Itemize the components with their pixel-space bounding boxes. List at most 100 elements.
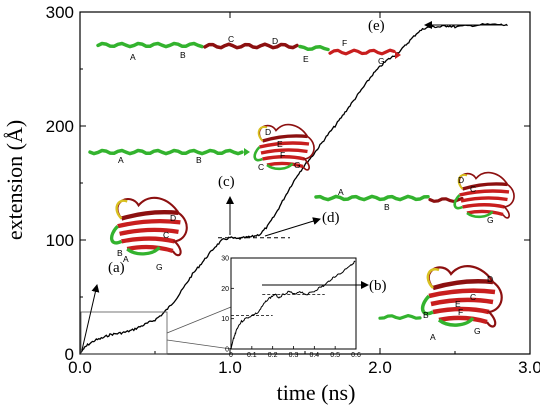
top-chain-red-2 bbox=[328, 48, 396, 56]
top-label-g: G bbox=[378, 56, 385, 66]
right-chain-green bbox=[314, 194, 430, 202]
folded-a-glob-loop bbox=[116, 196, 188, 257]
top-label-a: A bbox=[130, 52, 136, 62]
arrow-d bbox=[264, 217, 321, 237]
mid-glob-strand-1 bbox=[259, 141, 310, 149]
right-label-a: A bbox=[338, 187, 344, 197]
mid-label-c: C bbox=[258, 162, 264, 172]
top-label-c: C bbox=[228, 34, 234, 44]
folded-b-glob-strand-0 bbox=[432, 279, 494, 291]
mid-glob bbox=[253, 123, 315, 171]
folded-a-label-c: C bbox=[163, 230, 169, 240]
top-chain-green-2 bbox=[298, 44, 330, 52]
folded-a-label-b: B bbox=[117, 248, 123, 258]
inset-frame bbox=[230, 257, 357, 350]
right-glob-yellow-loop bbox=[457, 173, 468, 190]
right-glob-green bbox=[453, 194, 494, 219]
top-label-e: E bbox=[303, 54, 309, 64]
folded-a-glob-strand-0 bbox=[120, 210, 179, 221]
mid-glob-strand-0 bbox=[262, 134, 308, 143]
mid-label-b: B bbox=[196, 155, 202, 165]
right-glob-strand-0 bbox=[462, 182, 508, 191]
inset: 0 0.1 0.2 0.3 0.4 0.5 0.6 0 10 20 30 bbox=[221, 256, 361, 360]
zoom-connector-1 bbox=[166, 306, 232, 334]
folded-b-label-a: A bbox=[430, 332, 436, 342]
folded-b-label-b: B bbox=[423, 310, 429, 320]
inset-y-tick-label-2: 20 bbox=[221, 286, 229, 293]
mid-chain-green bbox=[88, 148, 244, 156]
folded-a-glob-strand-1 bbox=[117, 219, 181, 229]
mid-label-g: G bbox=[294, 160, 301, 170]
folded-b-glob-yellow-loop bbox=[426, 267, 440, 289]
x-tick-label-1: 1.0 bbox=[218, 358, 242, 377]
inset-x-tick-label-4: 0.4 bbox=[309, 352, 319, 359]
x-tick-label-0: 0.0 bbox=[68, 358, 92, 377]
folded-a-label-a: A bbox=[123, 254, 129, 264]
mid-label-e: E bbox=[277, 139, 283, 149]
folded-b-glob-loop bbox=[427, 265, 503, 328]
arrow-a bbox=[81, 284, 100, 351]
folded-b-label-d: D bbox=[487, 274, 493, 284]
folded-b-glob-strand-4 bbox=[438, 315, 488, 325]
x-axis-title: time (ns) bbox=[277, 380, 356, 405]
annotation-c: (c) bbox=[218, 174, 235, 190]
x-tick-label-3: 3.0 bbox=[518, 358, 540, 377]
axis-tick-labels: 0.0 1.0 2.0 3.0 0 100 200 300 bbox=[46, 3, 540, 377]
top-label-b: B bbox=[180, 50, 186, 60]
top-chain-end bbox=[395, 51, 401, 59]
inset-y-tick-label-0: 0 bbox=[225, 347, 229, 354]
mid-glob-yellow-loop bbox=[257, 125, 268, 142]
inset-plateau-lines bbox=[231, 293, 325, 317]
mid-chain-head bbox=[244, 148, 250, 156]
folded-a-glob-yellow-loop bbox=[115, 199, 128, 220]
folded-b-label-f: F bbox=[458, 307, 463, 317]
annotation-e: (e) bbox=[368, 18, 385, 34]
folded-a-label-g: G bbox=[156, 262, 163, 272]
zoom-connector-2 bbox=[166, 339, 232, 350]
x-tick-label-2: 2.0 bbox=[368, 358, 392, 377]
right-glob-strand-3 bbox=[462, 203, 505, 209]
folded-b-label-e: E bbox=[455, 299, 461, 309]
right-label-d: D bbox=[458, 175, 464, 185]
folded-b-glob-strand-1 bbox=[428, 288, 496, 299]
y-axis-title: extension (Å) bbox=[2, 120, 27, 240]
mid-glob-strand-4 bbox=[266, 161, 304, 169]
right-label-c: C bbox=[470, 184, 476, 194]
mid-glob-green bbox=[253, 146, 294, 171]
mid-label-d: D bbox=[265, 127, 271, 137]
inset-x-tick-label-1: 0.1 bbox=[247, 352, 257, 359]
folded-b-glob-strand-3 bbox=[432, 306, 490, 315]
y-tick-label-2: 200 bbox=[46, 117, 74, 136]
mid-label-f: F bbox=[280, 150, 285, 160]
folded-a-glob-strand-2 bbox=[119, 227, 179, 236]
annotation-a: (a) bbox=[108, 260, 125, 276]
folded-b-tail bbox=[378, 314, 422, 320]
top-label-d: D bbox=[272, 36, 278, 46]
right-label-g: G bbox=[487, 215, 494, 225]
inset-x-tick-label-3: 0.3 bbox=[289, 352, 299, 359]
top-label-f: F bbox=[342, 38, 347, 48]
zoom-box bbox=[80, 311, 168, 355]
folded-a-glob-strand-3 bbox=[121, 236, 176, 244]
mid-glob-strand-3 bbox=[262, 155, 305, 161]
right-glob-strand-2 bbox=[460, 196, 508, 203]
right-glob-strand-1 bbox=[459, 189, 510, 197]
folded-b-label-g: G bbox=[474, 326, 481, 336]
inset-tick-labels: 0 0.1 0.2 0.3 0.4 0.5 0.6 0 10 20 30 bbox=[221, 256, 361, 360]
mid-label-a: A bbox=[118, 155, 124, 165]
y-tick-label-3: 300 bbox=[46, 3, 74, 22]
annotation-d: (d) bbox=[322, 210, 340, 226]
right-glob-strand-4 bbox=[466, 209, 504, 217]
folded-b-glob-green bbox=[420, 294, 475, 327]
extension-curve bbox=[79, 22, 508, 355]
right-glob-loop bbox=[458, 171, 515, 219]
top-chain-green-1 bbox=[96, 41, 204, 49]
y-tick-label-1: 100 bbox=[46, 231, 74, 250]
top-chain-red-1 bbox=[203, 42, 299, 50]
folded-b-label-c: C bbox=[470, 292, 476, 302]
annotation-b: (b) bbox=[369, 278, 387, 294]
mid-glob-strand-2 bbox=[260, 148, 308, 155]
folded-a-label-d: D bbox=[170, 213, 176, 223]
